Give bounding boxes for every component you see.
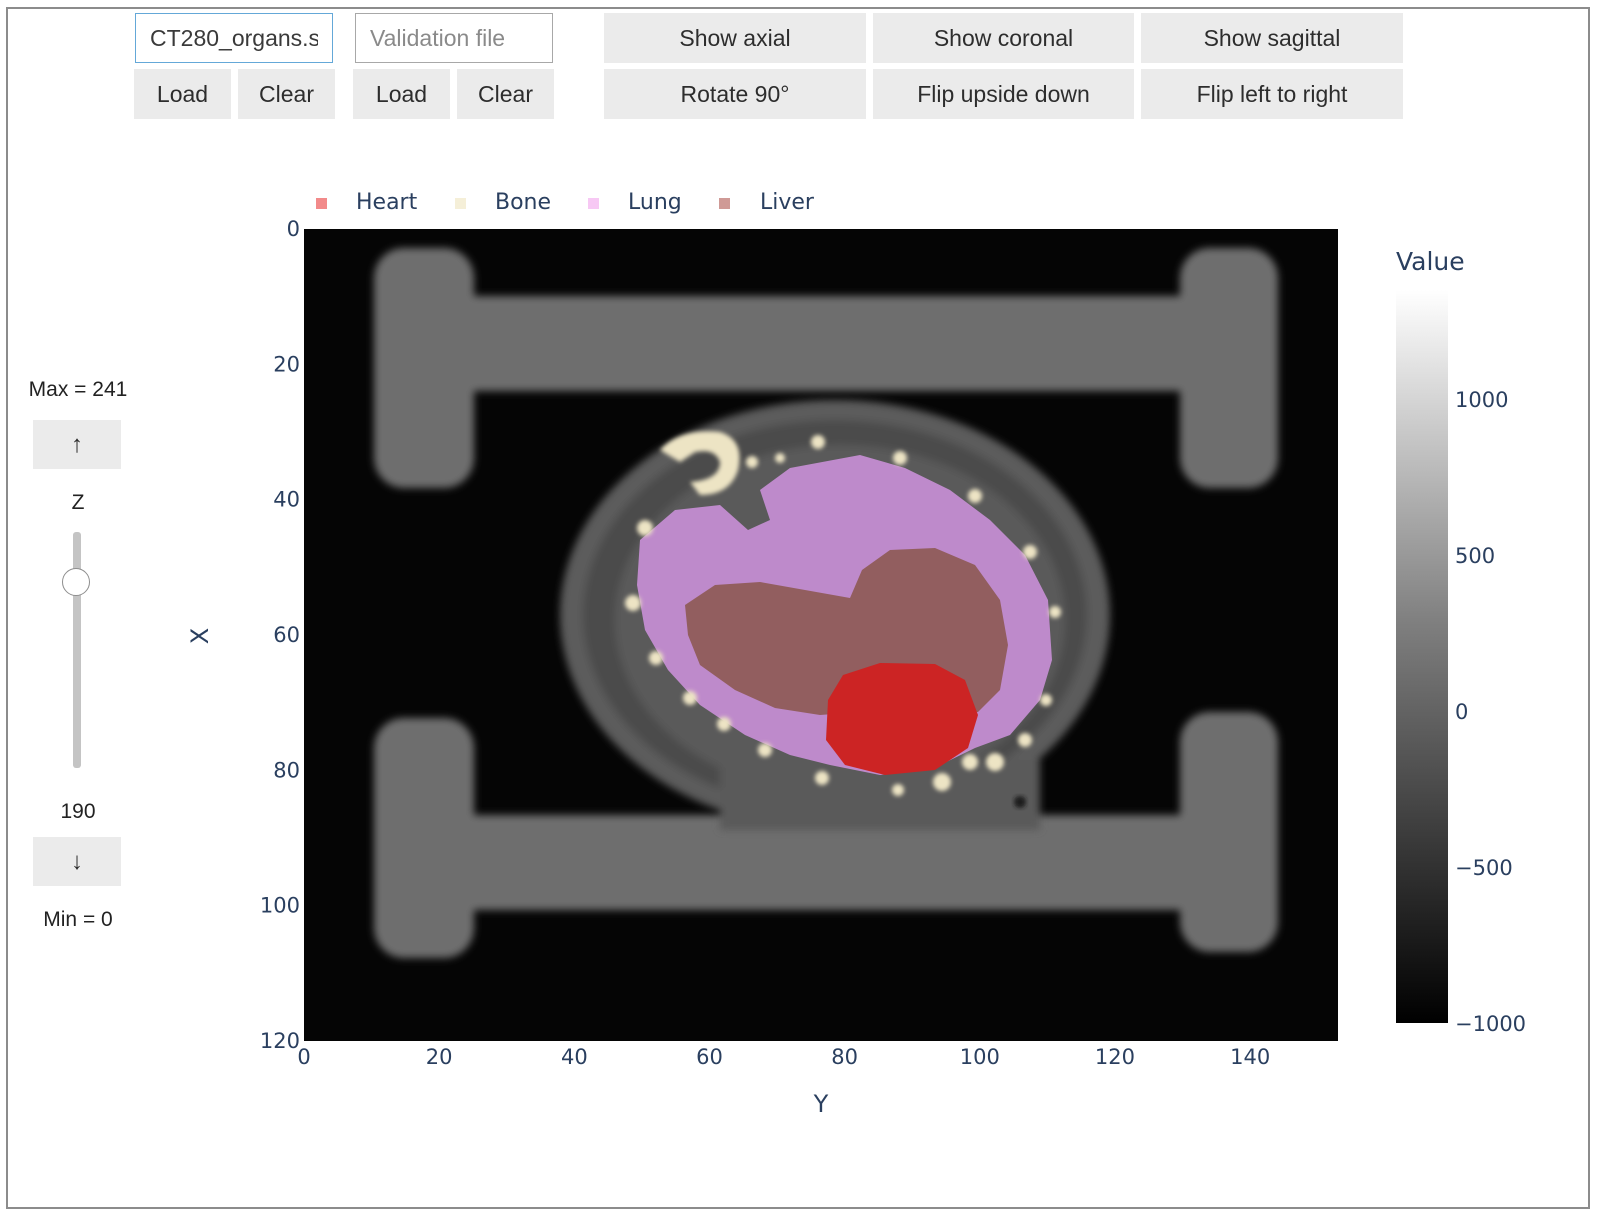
bone-regions (625, 431, 1061, 796)
slice-slider-track[interactable] (73, 532, 81, 768)
y-tick-label: 60 (273, 623, 300, 647)
colorbar-tick-label: −500 (1455, 856, 1513, 880)
legend-swatch-liver (719, 198, 730, 209)
slice-axis-label: Z (71, 491, 85, 514)
show-sagittal-button[interactable]: Show sagittal (1141, 13, 1403, 63)
show-axial-button[interactable]: Show axial (604, 13, 866, 63)
validation-file-input[interactable] (355, 13, 553, 63)
train-load-button[interactable]: Load (134, 69, 231, 119)
y-tick-label: 120 (260, 1029, 300, 1053)
colorbar-tick-label: −1000 (1455, 1012, 1526, 1036)
legend-label-bone[interactable]: Bone (495, 190, 552, 215)
x-axis-ticks: 0 20 40 60 80 100 120 140 (297, 1045, 1270, 1069)
flip-upside-down-button[interactable]: Flip upside down (873, 69, 1134, 119)
x-axis-title: Y (813, 1090, 829, 1118)
x-tick-label: 0 (297, 1045, 310, 1069)
slice-down-button[interactable]: ↓ (33, 837, 121, 886)
legend-label-heart[interactable]: Heart (356, 190, 418, 215)
ct-image (374, 248, 1278, 958)
train-clear-button[interactable]: Clear (238, 69, 335, 119)
colorbar-tick-label: 500 (1455, 544, 1495, 568)
x-tick-label: 20 (426, 1045, 453, 1069)
x-tick-label: 100 (960, 1045, 1000, 1069)
x-tick-label: 80 (831, 1045, 858, 1069)
y-tick-label: 40 (273, 488, 300, 512)
validation-clear-button[interactable]: Clear (457, 69, 554, 119)
colorbar-title: Value (1396, 247, 1465, 276)
slice-max-label: Max = 241 (28, 378, 128, 401)
colorbar-ticks: 1000 500 0 −500 −1000 (1455, 388, 1526, 1036)
y-axis-ticks: 0 20 40 60 80 100 120 (260, 217, 300, 1053)
slice-current-value: 190 (60, 800, 96, 823)
y-tick-label: 0 (287, 217, 300, 241)
x-tick-label: 40 (561, 1045, 588, 1069)
x-tick-label: 140 (1230, 1045, 1270, 1069)
legend-label-liver[interactable]: Liver (760, 190, 814, 215)
y-tick-label: 80 (273, 758, 300, 782)
slice-min-label: Min = 0 (43, 908, 113, 931)
x-tick-label: 60 (696, 1045, 723, 1069)
colorbar-tick-label: 0 (1455, 700, 1468, 724)
rotate-button[interactable]: Rotate 90° (604, 69, 866, 119)
y-tick-label: 100 (260, 894, 300, 918)
slice-slider-handle[interactable] (62, 567, 90, 596)
legend-label-lung[interactable]: Lung (628, 190, 682, 215)
train-file-input[interactable] (135, 13, 333, 63)
colorbar (1396, 290, 1448, 1023)
slice-up-button[interactable]: ↑ (33, 420, 121, 469)
flip-left-right-button[interactable]: Flip left to right (1141, 69, 1403, 119)
y-tick-label: 20 (273, 352, 300, 376)
legend-swatch-lung (588, 198, 599, 209)
legend-swatch-bone (455, 198, 466, 209)
x-tick-label: 120 (1095, 1045, 1135, 1069)
y-axis-title: X (186, 628, 214, 644)
show-coronal-button[interactable]: Show coronal (873, 13, 1134, 63)
validation-load-button[interactable]: Load (353, 69, 450, 119)
heart-region (826, 663, 978, 775)
legend: Heart Bone Lung Liver (310, 188, 870, 220)
legend-swatch-heart (316, 198, 327, 209)
colorbar-tick-label: 1000 (1455, 388, 1508, 412)
